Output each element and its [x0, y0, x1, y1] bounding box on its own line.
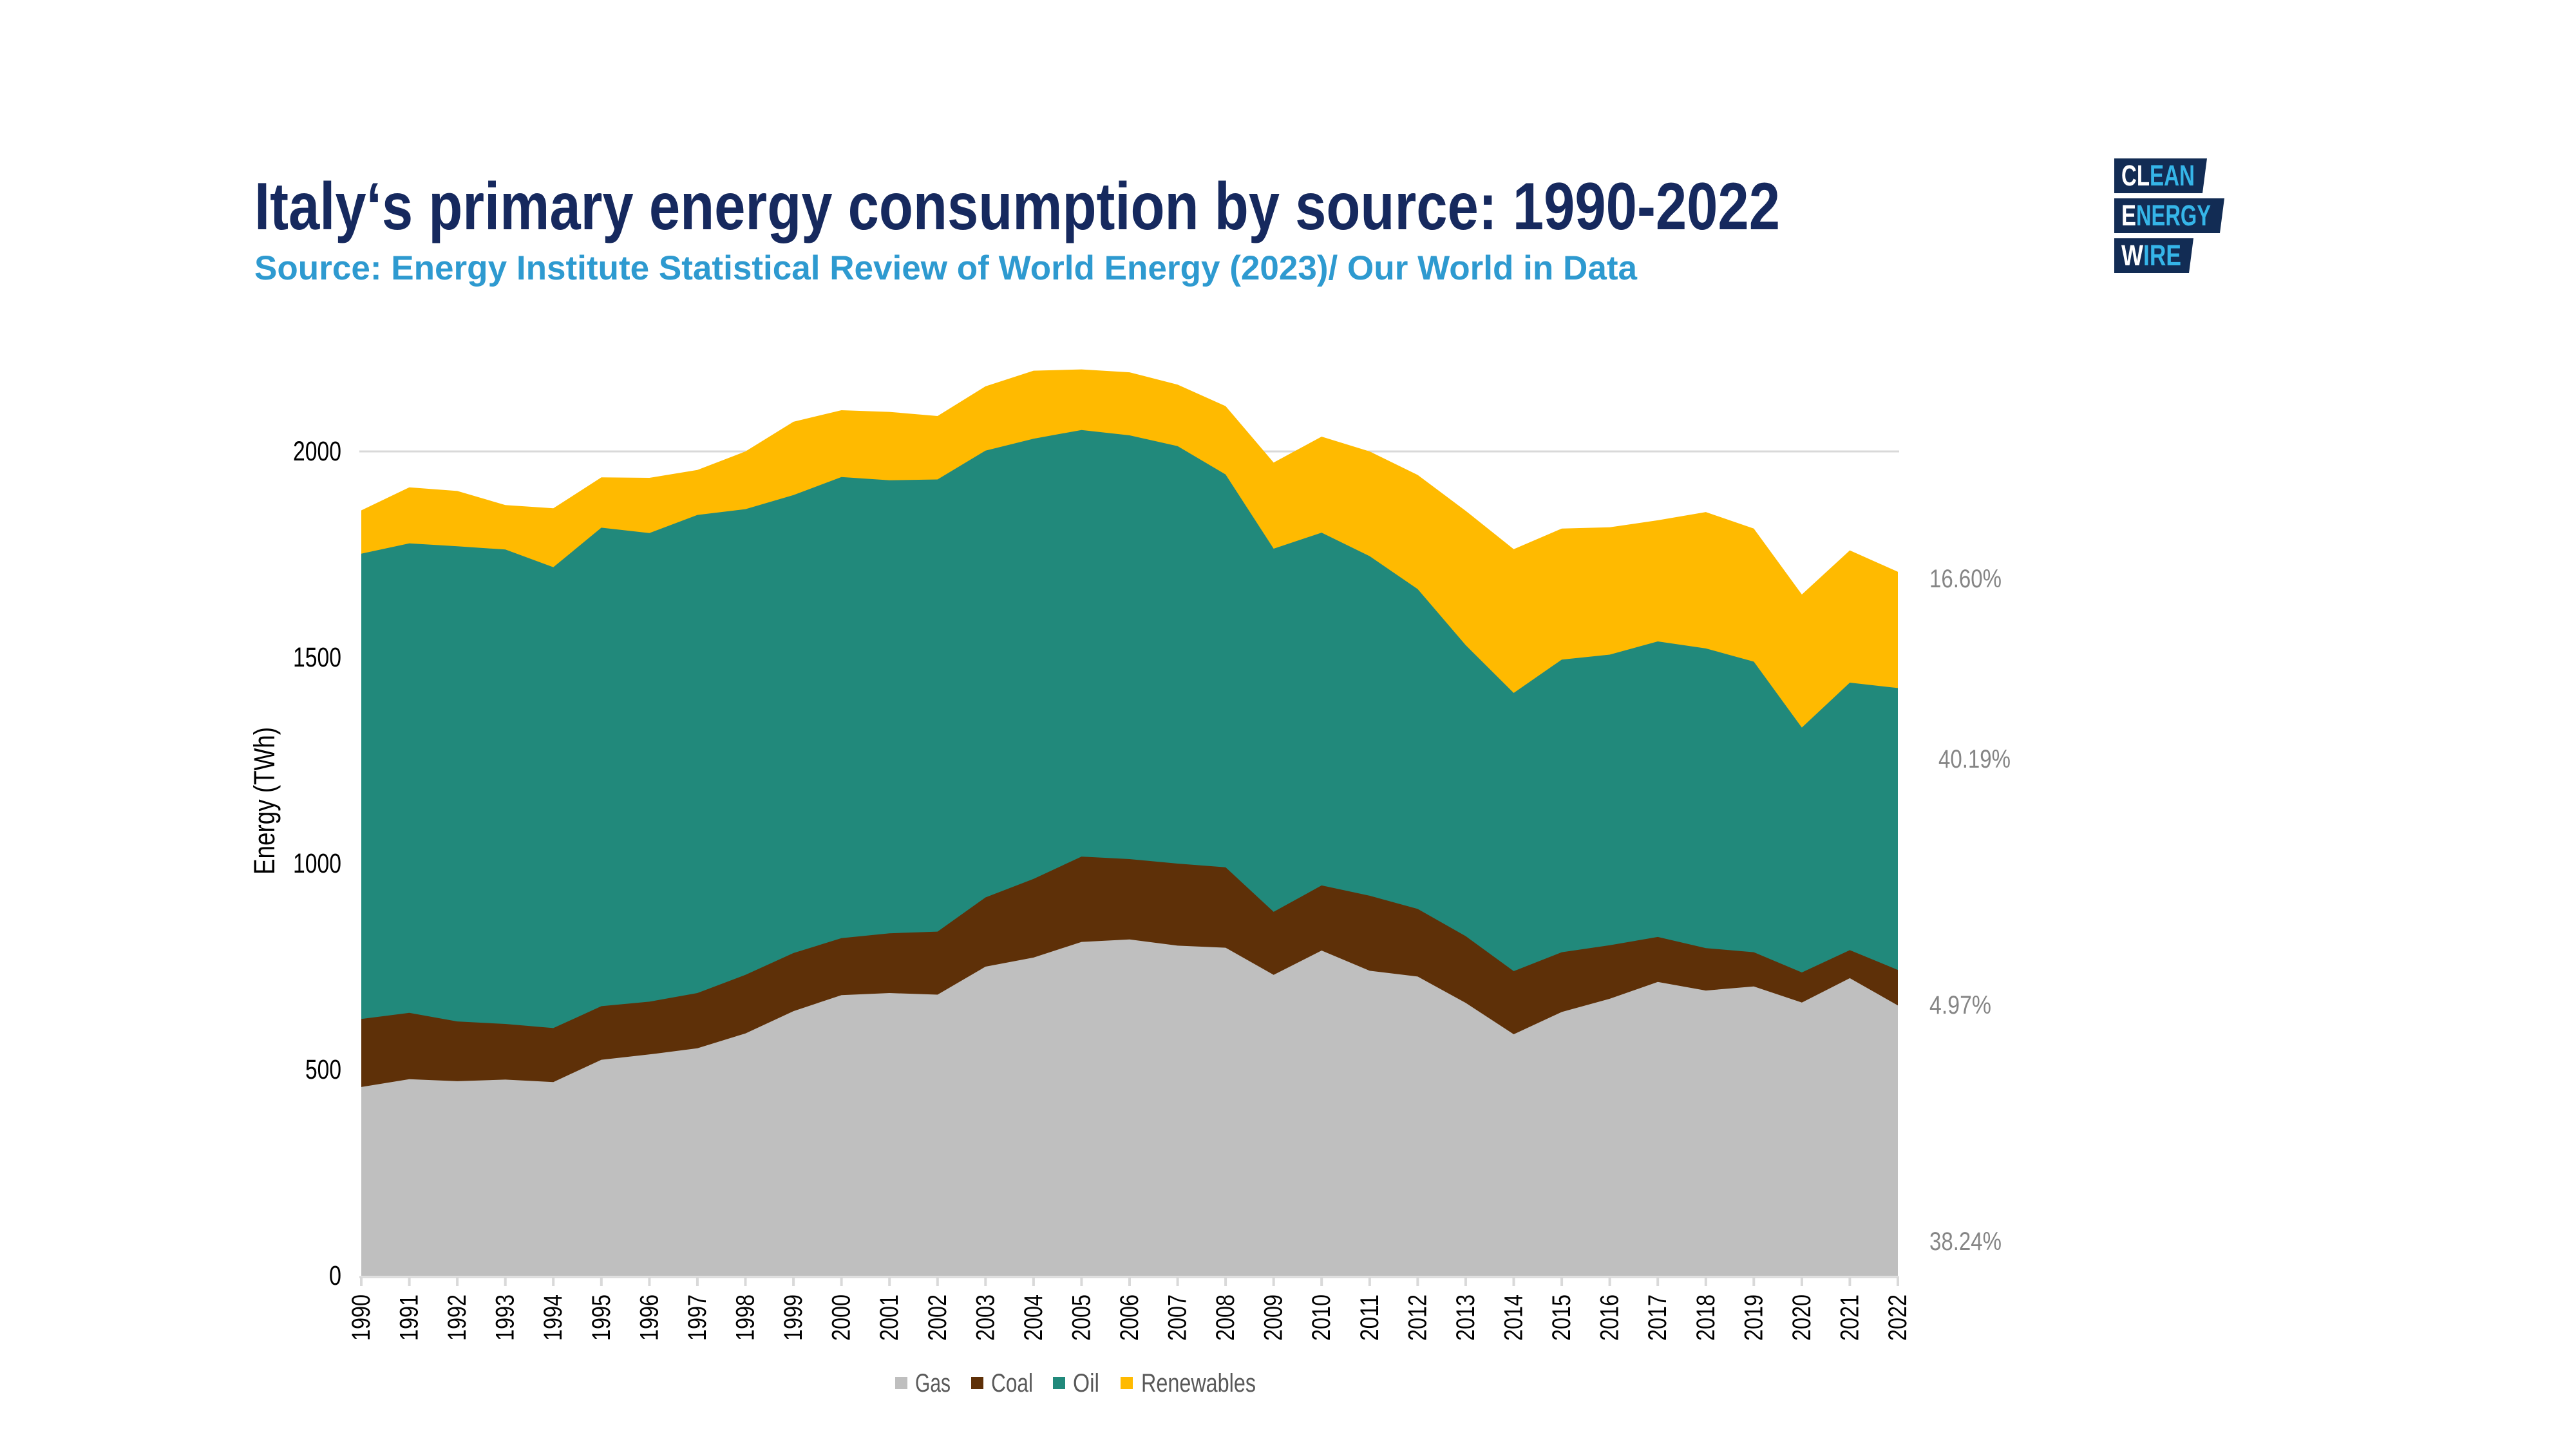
svg-text:2007: 2007 — [1164, 1294, 1192, 1341]
svg-text:1000: 1000 — [293, 848, 341, 879]
svg-text:1996: 1996 — [635, 1294, 663, 1341]
svg-text:2009: 2009 — [1260, 1294, 1288, 1341]
svg-text:Gas: Gas — [915, 1369, 951, 1397]
svg-text:2015: 2015 — [1548, 1294, 1576, 1341]
svg-text:2016: 2016 — [1596, 1294, 1624, 1341]
svg-text:2005: 2005 — [1067, 1294, 1095, 1341]
svg-text:IRE: IRE — [2143, 239, 2181, 272]
svg-text:1997: 1997 — [683, 1294, 712, 1341]
svg-text:2021: 2021 — [1835, 1294, 1864, 1341]
svg-text:1999: 1999 — [779, 1294, 808, 1341]
svg-text:1992: 1992 — [443, 1294, 471, 1341]
svg-text:2017: 2017 — [1643, 1294, 1672, 1341]
svg-text:2010: 2010 — [1307, 1294, 1336, 1341]
svg-text:38.24%: 38.24% — [1929, 1227, 2002, 1256]
svg-text:1991: 1991 — [395, 1294, 424, 1341]
svg-text:4.97%: 4.97% — [1929, 991, 1991, 1019]
svg-text:2019: 2019 — [1739, 1294, 1768, 1341]
svg-text:Source: Energy Institute Stati: Source: Energy Institute Statistical Rev… — [254, 249, 1638, 287]
svg-text:2020: 2020 — [1788, 1294, 1816, 1341]
svg-text:2000: 2000 — [828, 1294, 856, 1341]
svg-text:EAN: EAN — [2150, 159, 2195, 192]
svg-text:2004: 2004 — [1019, 1294, 1048, 1341]
svg-text:40.19%: 40.19% — [1938, 745, 2011, 773]
svg-text:1990: 1990 — [347, 1294, 375, 1341]
svg-text:2013: 2013 — [1452, 1294, 1480, 1341]
svg-text:Renewables: Renewables — [1141, 1369, 1256, 1397]
svg-text:2018: 2018 — [1692, 1294, 1720, 1341]
svg-text:CL: CL — [2121, 159, 2150, 192]
svg-text:NERGY: NERGY — [2136, 199, 2211, 232]
svg-text:2002: 2002 — [923, 1294, 952, 1341]
svg-text:Coal: Coal — [991, 1369, 1033, 1397]
svg-text:16.60%: 16.60% — [1929, 565, 2002, 593]
svg-text:2008: 2008 — [1211, 1294, 1240, 1341]
svg-text:500: 500 — [305, 1054, 341, 1085]
svg-text:2003: 2003 — [971, 1294, 999, 1341]
svg-text:0: 0 — [329, 1260, 341, 1291]
svg-text:1993: 1993 — [491, 1294, 520, 1341]
svg-text:Energy (TWh): Energy (TWh) — [248, 727, 281, 875]
svg-text:2014: 2014 — [1500, 1294, 1528, 1341]
svg-text:2001: 2001 — [875, 1294, 904, 1341]
svg-text:Oil: Oil — [1073, 1369, 1099, 1397]
svg-text:2006: 2006 — [1115, 1294, 1144, 1341]
svg-text:W: W — [2121, 239, 2143, 272]
svg-text:1995: 1995 — [587, 1294, 616, 1341]
svg-text:Italy‘s primary energy consump: Italy‘s primary energy consumption by so… — [254, 169, 1780, 244]
svg-text:2022: 2022 — [1884, 1294, 1912, 1341]
svg-text:E: E — [2121, 199, 2136, 232]
svg-text:1994: 1994 — [539, 1294, 567, 1341]
svg-text:1998: 1998 — [732, 1294, 760, 1341]
svg-text:2012: 2012 — [1403, 1294, 1432, 1341]
svg-text:2011: 2011 — [1356, 1294, 1384, 1341]
svg-text:1500: 1500 — [293, 642, 341, 673]
svg-text:2000: 2000 — [293, 436, 341, 467]
